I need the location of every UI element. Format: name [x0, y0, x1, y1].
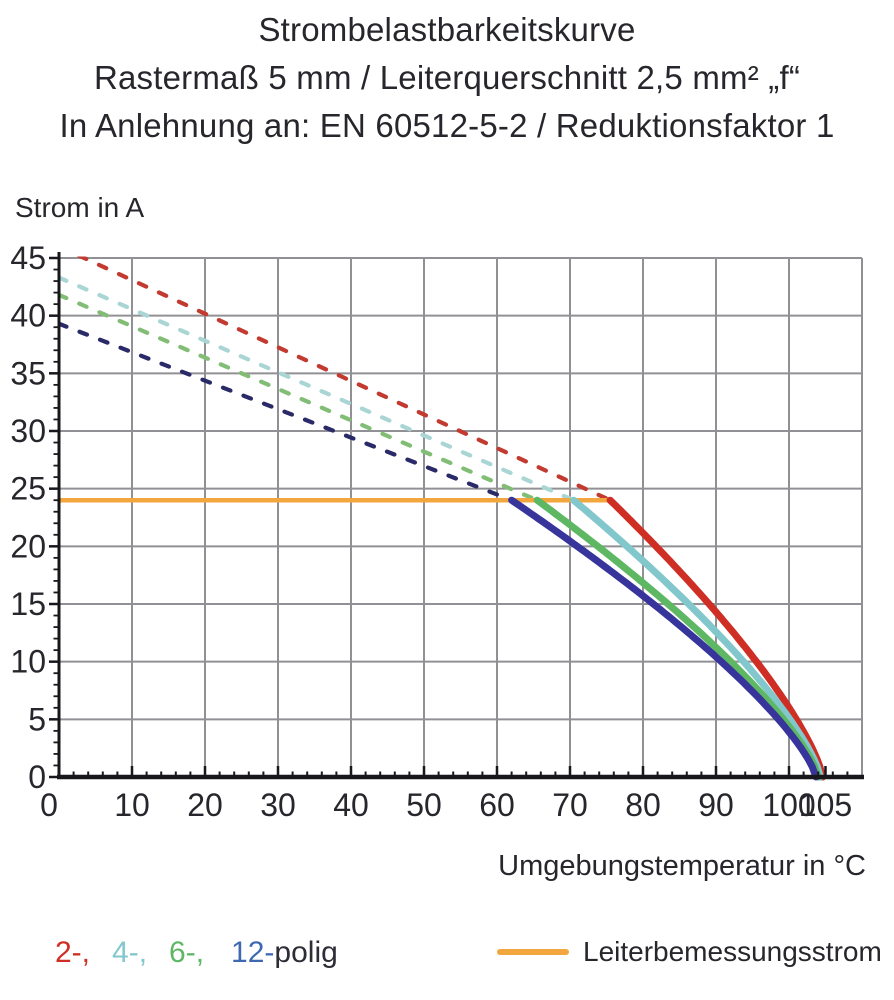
y-tick-label: 0	[28, 759, 46, 795]
x-tick-label: 105	[799, 787, 852, 823]
derating-dashed-12-polig	[59, 321, 514, 503]
derating-dashed-2-polig	[75, 256, 613, 503]
y-tick-label: 20	[10, 528, 46, 564]
rated-current-swatch	[497, 949, 569, 955]
y-tick-label: 25	[10, 471, 46, 507]
y-axis-title: Strom in A	[15, 192, 145, 223]
chart-title-line3: In Anlehnung an: EN 60512-5-2 / Reduktio…	[59, 107, 835, 144]
legend-pole-item: 12-	[231, 936, 275, 969]
derating-curve-2-polig	[606, 496, 827, 781]
x-tick-label: 90	[698, 787, 734, 823]
rated-current-label: Leiterbemessungsstrom	[583, 936, 882, 967]
y-tick-label: 5	[28, 701, 46, 737]
x-tick-label: 20	[187, 787, 223, 823]
x-tick-label: 70	[552, 787, 588, 823]
y-tick-label: 45	[10, 240, 46, 276]
derating-curve-6-polig	[533, 496, 822, 781]
y-tick-label: 40	[10, 298, 46, 334]
x-tick-label: 40	[333, 787, 369, 823]
x-tick-label: 50	[406, 787, 442, 823]
x-tick-label: 30	[260, 787, 296, 823]
legend-pole-item: polig	[274, 936, 338, 969]
rated-current-legend: Leiterbemessungsstrom	[497, 936, 882, 968]
y-tick-label: 15	[10, 586, 46, 622]
chart-title: Strombelastbarkeitskurve Rastermaß 5 mm …	[0, 6, 894, 150]
y-tick-label: 30	[10, 413, 46, 449]
chart-title-line1: Strombelastbarkeitskurve	[258, 11, 636, 48]
y-tick-label: 35	[10, 355, 46, 391]
legend-pole-item: 2-,	[55, 936, 91, 969]
x-axis-title: Umgebungstemperatur in °C	[498, 850, 866, 882]
x-tick-label: 80	[625, 787, 661, 823]
derating-dashed-6-polig	[59, 292, 540, 503]
x-tick-label: 0	[40, 787, 58, 823]
legend-pole-item: 6-,	[169, 936, 205, 969]
x-tick-label: 100	[762, 787, 815, 823]
derating-curve-4-polig	[570, 496, 824, 781]
chart-title-line2: Rastermaß 5 mm / Leiterquerschnitt 2,5 m…	[93, 59, 801, 96]
x-tick-label: 10	[114, 787, 150, 823]
legend-pole-item: 4-,	[112, 936, 148, 969]
derating-dashed-4-polig	[59, 275, 576, 503]
derating-curve-12-polig	[508, 496, 820, 781]
y-tick-label: 10	[10, 644, 46, 680]
x-tick-label: 60	[479, 787, 515, 823]
poles-legend: 2-, 4-, 6-, 12- polig	[55, 936, 338, 970]
